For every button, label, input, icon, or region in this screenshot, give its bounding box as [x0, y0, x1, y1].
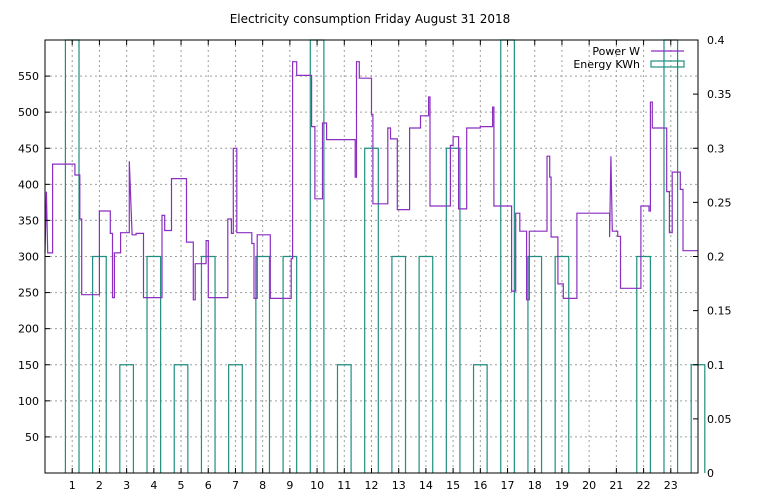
- x-tick-label: 10: [310, 479, 324, 492]
- x-tick-label: 1: [69, 479, 76, 492]
- y-tick-label: 50: [25, 431, 39, 444]
- y2-tick-label: 0.1: [707, 359, 725, 372]
- y-tick-label: 100: [18, 395, 39, 408]
- x-tick-label: 2: [96, 479, 103, 492]
- y-tick-label: 550: [18, 70, 39, 83]
- legend-swatch-energy: [650, 60, 685, 68]
- y2-tick-label: 0.2: [707, 251, 725, 264]
- y-tick-label: 400: [18, 178, 39, 191]
- energy-bar: [554, 255, 570, 473]
- y2-tick-label: 0.3: [707, 142, 725, 155]
- x-tick-label: 11: [337, 479, 351, 492]
- x-tick-label: 16: [473, 479, 487, 492]
- y-tick-label: 150: [18, 359, 39, 372]
- power-series: [44, 61, 698, 301]
- x-tick-label: 12: [365, 479, 379, 492]
- x-tick-label: 3: [123, 479, 130, 492]
- y-tick-label: 350: [18, 214, 39, 227]
- energy-bar: [391, 255, 407, 473]
- y-tick-label: 200: [18, 323, 39, 336]
- legend-label-energy: Energy KWh: [573, 58, 640, 71]
- energy-bar: [146, 255, 162, 473]
- x-tick-label: 15: [446, 479, 460, 492]
- energy-bar: [336, 364, 352, 473]
- y-tick-label: 450: [18, 142, 39, 155]
- axis-ticks: 1 2 3 4 5 6 7 8 9 10 11 12 13 14 15 16 17 18 19 20 21 22 23501…: [18, 34, 732, 492]
- energy-bar: [636, 255, 651, 473]
- energy-bar: [282, 255, 298, 473]
- y2-tick-label: 0.05: [707, 413, 732, 426]
- x-tick-label: 22: [637, 479, 651, 492]
- x-tick-label: 9: [286, 479, 293, 492]
- energy-bar: [472, 364, 488, 473]
- y2-tick-label: 0: [707, 467, 714, 480]
- y-tick-label: 300: [18, 251, 39, 264]
- x-tick-label: 7: [232, 479, 239, 492]
- x-tick-label: 21: [609, 479, 623, 492]
- x-tick-label: 20: [582, 479, 596, 492]
- x-tick-label: 23: [664, 479, 678, 492]
- energy-bar: [119, 364, 135, 473]
- y2-tick-label: 0.25: [707, 196, 732, 209]
- x-tick-label: 14: [419, 479, 433, 492]
- x-tick-label: 18: [528, 479, 542, 492]
- energy-bar: [173, 364, 189, 473]
- x-tick-label: 6: [205, 479, 212, 492]
- energy-bar: [228, 364, 243, 473]
- x-tick-label: 19: [555, 479, 569, 492]
- energy-bar: [418, 255, 434, 473]
- chart-title: Electricity consumption Friday August 31…: [230, 12, 511, 26]
- x-tick-label: 5: [178, 479, 185, 492]
- energy-bar: [364, 147, 379, 473]
- y-tick-label: 250: [18, 287, 39, 300]
- energy-bar: [527, 255, 543, 473]
- energy-bar: [255, 255, 271, 473]
- legend-label-power: Power W: [592, 45, 640, 58]
- energy-bar: [445, 147, 461, 473]
- x-tick-label: 17: [501, 479, 515, 492]
- x-tick-label: 13: [392, 479, 406, 492]
- x-tick-label: 4: [150, 479, 157, 492]
- y2-tick-label: 0.35: [707, 88, 732, 101]
- power-line: [44, 61, 698, 301]
- y2-tick-label: 0.15: [707, 305, 732, 318]
- y-tick-label: 500: [18, 106, 39, 119]
- x-tick-label: 8: [259, 479, 266, 492]
- y2-tick-label: 0.4: [707, 34, 725, 47]
